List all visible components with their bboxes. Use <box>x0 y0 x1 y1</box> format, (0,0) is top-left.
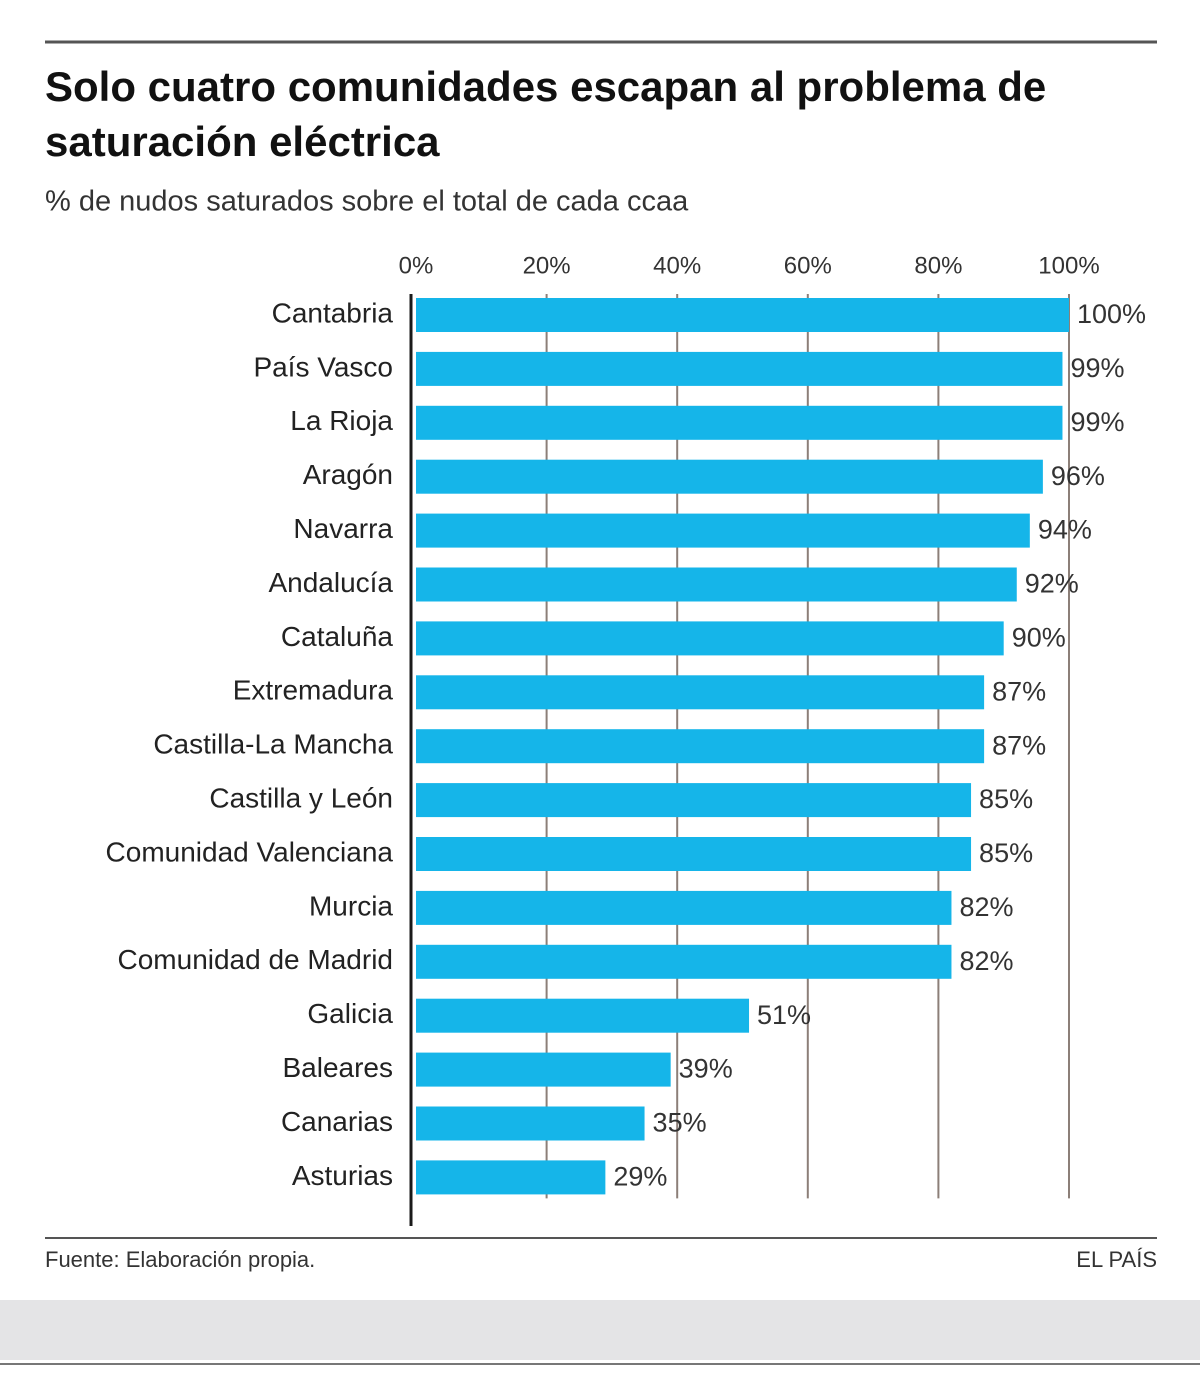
y-tick-label: Castilla y León <box>209 782 393 813</box>
value-label: 51% <box>757 1000 811 1030</box>
title-line: saturación eléctrica <box>45 118 440 165</box>
x-tick-label: 100% <box>1038 252 1099 279</box>
bar <box>416 567 1017 602</box>
x-tick-label: 20% <box>523 252 571 279</box>
chart-subtitle: % de nudos saturados sobre el total de c… <box>45 186 689 218</box>
bar <box>416 783 972 818</box>
credit: EL PAÍS <box>1076 1247 1157 1272</box>
y-tick-label: Andalucía <box>268 567 393 598</box>
x-tick-label: 40% <box>653 252 701 279</box>
bar <box>416 513 1030 548</box>
value-label: 87% <box>992 730 1046 760</box>
y-tick-label: Cantabria <box>272 297 394 328</box>
bar <box>416 1052 671 1087</box>
value-label: 99% <box>1070 353 1124 383</box>
bar <box>416 621 1004 656</box>
y-tick-label: Extremadura <box>233 675 394 706</box>
y-tick-label: Galicia <box>307 998 393 1029</box>
bar <box>416 1160 606 1195</box>
bar <box>416 405 1063 440</box>
value-label: 96% <box>1051 461 1105 491</box>
y-tick-label: Canarias <box>281 1106 393 1137</box>
value-label: 94% <box>1038 515 1092 545</box>
title-line: Solo cuatro comunidades escapan al probl… <box>45 63 1046 110</box>
bar <box>416 890 952 925</box>
value-label: 100% <box>1077 299 1146 329</box>
value-label: 99% <box>1070 407 1124 437</box>
value-label: 90% <box>1012 623 1066 653</box>
value-label: 87% <box>992 676 1046 706</box>
y-tick-label: Castilla-La Mancha <box>153 729 393 760</box>
bar <box>416 459 1043 494</box>
footer-band <box>0 1300 1200 1360</box>
bar <box>416 944 952 979</box>
value-label: 82% <box>959 946 1013 976</box>
y-tick-label: Comunidad de Madrid <box>118 944 394 975</box>
y-tick-label: Navarra <box>293 513 393 544</box>
bar <box>416 998 750 1033</box>
x-tick-label: 0% <box>399 252 434 279</box>
y-tick-label: Murcia <box>309 890 393 921</box>
y-tick-label: Cataluña <box>281 621 394 652</box>
value-label: 92% <box>1025 569 1079 599</box>
x-tick-label: 80% <box>914 252 962 279</box>
value-label: 85% <box>979 784 1033 814</box>
bar <box>416 729 985 764</box>
bar <box>416 837 972 871</box>
bar <box>416 351 1063 386</box>
y-tick-label: País Vasco <box>253 351 393 382</box>
value-label: 35% <box>653 1108 707 1138</box>
bar <box>416 675 985 710</box>
bar <box>416 1106 645 1141</box>
bar <box>416 298 1069 332</box>
y-tick-label: Baleares <box>282 1052 393 1083</box>
source: Fuente: Elaboración propia. <box>45 1247 315 1272</box>
y-tick-label: Aragón <box>303 459 393 490</box>
x-tick-label: 60% <box>784 252 832 279</box>
value-label: 39% <box>679 1054 733 1084</box>
y-tick-label: Asturias <box>292 1160 393 1191</box>
value-label: 85% <box>979 838 1033 868</box>
y-tick-label: La Rioja <box>290 405 393 436</box>
y-tick-label: Comunidad Valenciana <box>106 836 394 867</box>
value-label: 29% <box>613 1162 667 1192</box>
value-label: 82% <box>959 892 1013 922</box>
chart-title: Solo cuatro comunidades escapan al probl… <box>45 63 1046 165</box>
